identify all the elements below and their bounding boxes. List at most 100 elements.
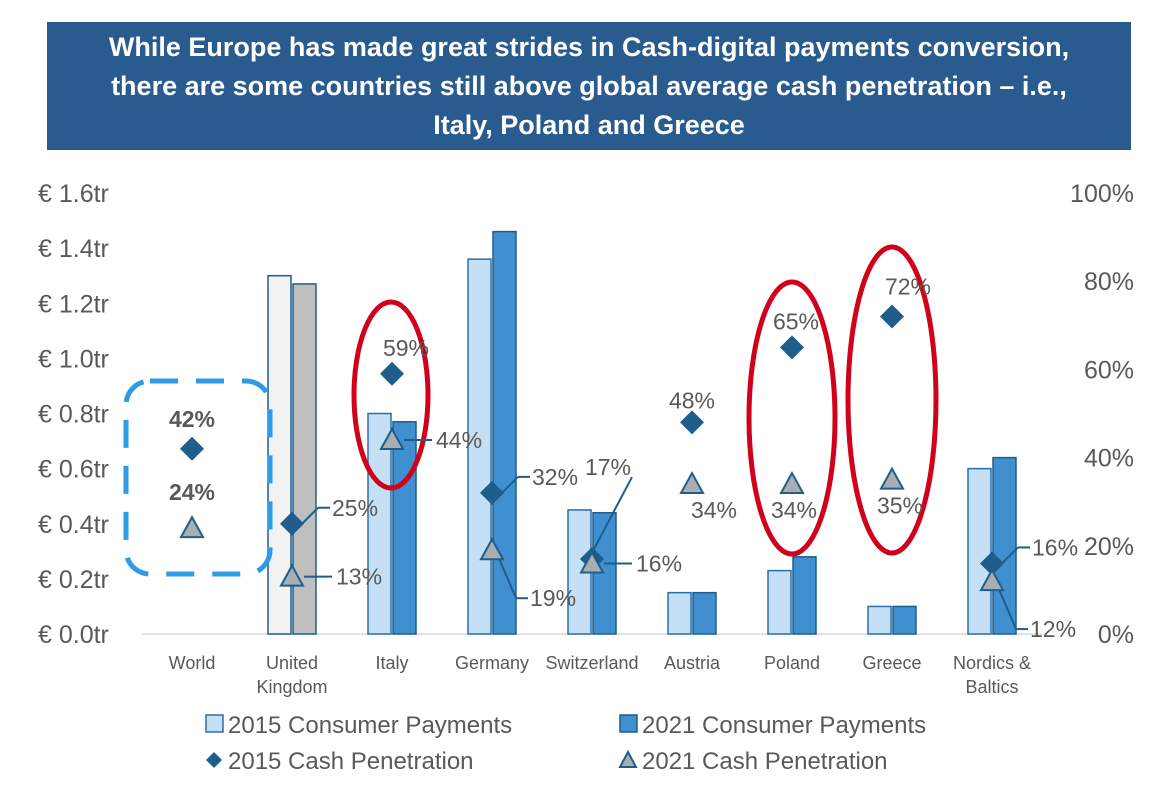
highlight-ellipse (746, 279, 838, 557)
diamond-marker (680, 410, 704, 435)
label-2015-cash: 32% (532, 464, 578, 490)
triangle-marker (379, 426, 405, 450)
diamond-marker (380, 361, 404, 386)
bar-2015 (267, 274, 292, 635)
diamond-marker (280, 511, 304, 536)
y-right-tick-label: 20% (1084, 533, 1134, 561)
y-left-tick-label: € 1.6tr (38, 180, 109, 208)
legend-label: 2021 Cash Penetration (642, 748, 888, 775)
label-2015-cash: 65% (773, 308, 819, 334)
leader-line (1001, 546, 1019, 565)
leader-line (501, 476, 519, 494)
label-2021-cash: 34% (771, 497, 817, 523)
y-left-tick-label: € 0.4tr (38, 511, 109, 539)
label-2015-cash: 25% (332, 495, 378, 521)
triangle-marker (779, 470, 805, 495)
bar-2021 (792, 556, 817, 635)
diamond-marker (880, 304, 904, 329)
title-banner: While Europe has made great strides in C… (47, 22, 1131, 150)
label-2021-cash: 44% (436, 427, 482, 453)
category-label: Kingdom (256, 677, 327, 697)
y-right-tick-label: 100% (1070, 180, 1134, 208)
category-label: Germany (455, 653, 529, 673)
triangle-marker (879, 466, 905, 490)
bar-2015 (467, 258, 492, 635)
legend-label: 2015 Consumer Payments (228, 712, 512, 739)
legend-swatch-2015-payments (205, 714, 224, 733)
data-labels: 42% 24% 25% 13% 59% 44% 32% 19% 17% 16% 48% 34% 65% 3… (169, 273, 1078, 642)
category-label: Italy (375, 653, 408, 673)
legend-label: 2021 Consumer Payments (642, 712, 926, 739)
chart-title: While Europe has made great strides in C… (108, 31, 1070, 140)
bar-2021 (892, 605, 917, 635)
label-2021-cash: 16% (636, 550, 682, 576)
y-right-tick-label: 0% (1098, 621, 1134, 649)
y-right-tick-label: 80% (1084, 268, 1134, 296)
label-2021-cash: 24% (169, 479, 215, 505)
y-left-tick-label: € 0.0tr (38, 621, 109, 649)
y-right-tick-label: 40% (1084, 445, 1134, 473)
y-left-tick-label: € 1.0tr (38, 345, 109, 373)
label-2021-cash: 35% (877, 493, 923, 519)
y-left-tick-label: € 1.2tr (38, 290, 109, 318)
category-label: World (169, 653, 216, 673)
triangle-marker (179, 515, 205, 539)
y-left-tick-label: € 1.4tr (38, 235, 109, 263)
legend: 2015 Consumer Payments 2021 Consumer Paym… (205, 712, 926, 775)
bar-2021 (392, 421, 417, 635)
highlight-ellipse (351, 299, 431, 491)
label-2015-cash: 16% (1032, 534, 1078, 560)
legend-swatch-2021-payments (619, 714, 638, 733)
bar-2015 (867, 605, 892, 635)
category-label: Greece (862, 653, 921, 673)
axes: € 0.0tr € 0.2tr € 0.4tr € 0.6tr € 0.8tr € 1.0… (38, 180, 1134, 697)
category-label: Austria (664, 653, 721, 673)
label-2021-cash: 13% (336, 564, 382, 590)
label-2015-cash: 72% (885, 273, 931, 299)
leader-line (997, 586, 1017, 630)
bar-2015 (367, 412, 392, 635)
legend-swatch-2015-cash (206, 752, 222, 768)
highlight-ellipse (845, 244, 939, 556)
triangle-marker (279, 563, 305, 587)
category-label: Switzerland (545, 653, 638, 673)
label-2021-cash: 19% (530, 585, 576, 611)
leader-line (301, 507, 319, 525)
category-label: Nordics & (953, 653, 1031, 673)
y-left-tick-label: € 0.8tr (38, 401, 109, 429)
label-2021-cash: 12% (1030, 616, 1076, 642)
legend-label: 2015 Cash Penetration (228, 748, 474, 775)
label-2015-cash: 17% (585, 454, 631, 480)
bar-2015 (767, 569, 792, 635)
y-left-tick-label: € 0.2tr (38, 566, 109, 594)
triangle-marker (979, 568, 1005, 592)
label-2021-cash: 34% (691, 497, 737, 523)
diamond-marker (180, 436, 204, 461)
bar-2015 (967, 467, 992, 635)
diamond-marker (480, 480, 504, 505)
leader-line (497, 555, 517, 599)
y-right-tick-label: 60% (1084, 356, 1134, 384)
diamond-marker (780, 335, 804, 360)
y-left-tick-label: € 0.6tr (38, 456, 109, 484)
highlight-shapes (123, 244, 939, 577)
highlight-dashed-box (123, 378, 273, 577)
label-2015-cash: 59% (383, 335, 429, 361)
category-label: Poland (764, 653, 820, 673)
category-label: United (266, 653, 318, 673)
markers (179, 304, 1005, 592)
leader-lines (301, 438, 1030, 631)
bar-2015 (667, 591, 692, 635)
label-2015-cash: 42% (169, 406, 215, 432)
bar-2021 (292, 283, 317, 635)
label-2015-cash: 48% (669, 387, 715, 413)
bar-2021 (992, 456, 1017, 635)
leader-line (593, 476, 633, 550)
category-label: Baltics (965, 677, 1018, 697)
triangle-marker (479, 537, 505, 561)
legend-swatch-2021-cash (618, 749, 638, 768)
triangle-marker (679, 470, 705, 495)
bar-2021 (692, 591, 717, 635)
diamond-marker (980, 551, 1004, 576)
